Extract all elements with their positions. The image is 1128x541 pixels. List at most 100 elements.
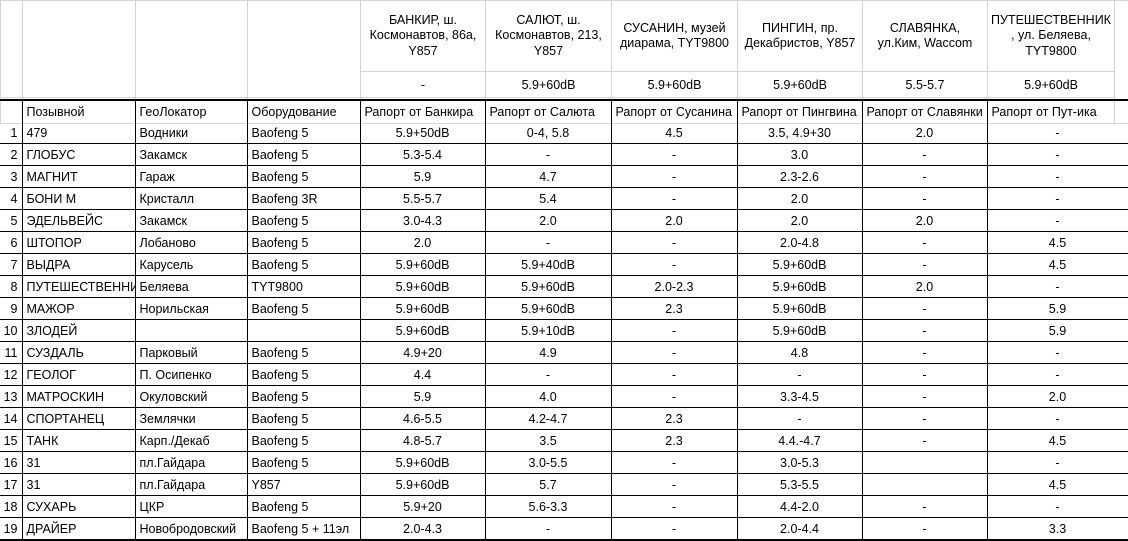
cell-callsign[interactable]: ГЕОЛОГ [22, 364, 135, 386]
cell-report-bankir[interactable]: 4.4 [360, 364, 485, 386]
cell-report-pingvin[interactable]: 5.9+60dB [737, 254, 862, 276]
cell-callsign[interactable]: МАЖОР [22, 298, 135, 320]
cell-report-pingvin[interactable]: 3.0-5.3 [737, 452, 862, 474]
cell-report-slavyanka[interactable]: 2.0 [862, 210, 987, 232]
cell-report-slavyanka[interactable]: - [862, 342, 987, 364]
cell-equipment[interactable]: Baofeng 5 [247, 496, 360, 518]
cell-report-slavyanka[interactable]: - [862, 298, 987, 320]
cell-report-bankir[interactable]: 2.0 [360, 232, 485, 254]
cell-geolocator[interactable]: Карп./Декаб [135, 430, 247, 452]
cell-report-salut[interactable]: 5.9+60dB [485, 276, 611, 298]
cell-equipment[interactable]: Baofeng 5 [247, 364, 360, 386]
cell-callsign[interactable]: ШТОПОР [22, 232, 135, 254]
column-header-report-pingvin[interactable]: Рапорт от Пингвина [737, 100, 862, 122]
cell-report-pingvin[interactable]: 2.0 [737, 188, 862, 210]
cell-report-slavyanka[interactable]: - [862, 496, 987, 518]
cell-callsign[interactable]: ТАНК [22, 430, 135, 452]
column-header-report-slavyanka[interactable]: Рапорт от Славянки [862, 100, 987, 122]
cell-report-slavyanka[interactable]: - [862, 144, 987, 166]
cell-report-pingvin[interactable]: 4.4-2.0 [737, 496, 862, 518]
cell-report-pingvin[interactable]: 2.0-4.4 [737, 518, 862, 541]
cell-report-pingvin[interactable]: 4.8 [737, 342, 862, 364]
cell-report-slavyanka[interactable]: - [862, 232, 987, 254]
cell-equipment[interactable]: Baofeng 5 [247, 408, 360, 430]
cell-report-slavyanka[interactable]: - [862, 188, 987, 210]
cell-report-salut[interactable]: 2.0 [485, 210, 611, 232]
cell-report-putika[interactable]: - [987, 496, 1128, 518]
cell-report-putika[interactable]: - [987, 342, 1128, 364]
cell-report-susanin[interactable]: - [611, 342, 737, 364]
cell-report-salut[interactable]: 4.7 [485, 166, 611, 188]
cell-report-susanin[interactable]: 4.5 [611, 122, 737, 144]
cell-equipment[interactable]: Baofeng 5 + 11эл [247, 518, 360, 541]
cell-geolocator[interactable]: пл.Гайдара [135, 474, 247, 496]
cell-callsign[interactable]: СУХАРЬ [22, 496, 135, 518]
cell-report-pingvin[interactable]: 2.0 [737, 210, 862, 232]
cell-report-pingvin[interactable]: 3.5, 4.9+30 [737, 122, 862, 144]
cell-report-putika[interactable]: 4.5 [987, 232, 1128, 254]
cell-report-salut[interactable]: 4.2-4.7 [485, 408, 611, 430]
cell-report-bankir[interactable]: 5.9+60dB [360, 452, 485, 474]
cell-report-pingvin[interactable]: 5.9+60dB [737, 276, 862, 298]
cell-geolocator[interactable]: П. Осипенко [135, 364, 247, 386]
cell-equipment[interactable]: Y857 [247, 474, 360, 496]
cell-callsign[interactable]: ДРАЙЕР [22, 518, 135, 541]
cell-callsign[interactable]: ГЛОБУС [22, 144, 135, 166]
cell-report-putika[interactable]: 4.5 [987, 430, 1128, 452]
cell-report-putika[interactable]: - [987, 364, 1128, 386]
cell-report-putika[interactable]: 5.9 [987, 298, 1128, 320]
cell-report-pingvin[interactable]: 2.3-2.6 [737, 166, 862, 188]
cell-report-bankir[interactable]: 2.0-4.3 [360, 518, 485, 541]
column-header-report-susanin[interactable]: Рапорт от Сусанина [611, 100, 737, 122]
cell-callsign[interactable]: ЭДЕЛЬВЕЙС [22, 210, 135, 232]
cell-report-putika[interactable]: - [987, 408, 1128, 430]
cell-report-bankir[interactable]: 5.5-5.7 [360, 188, 485, 210]
cell-equipment[interactable]: Baofeng 5 [247, 452, 360, 474]
cell-callsign[interactable]: ЗЛОДЕЙ [22, 320, 135, 342]
cell-geolocator[interactable]: Беляева [135, 276, 247, 298]
cell-report-susanin[interactable]: 2.3 [611, 430, 737, 452]
cell-geolocator[interactable]: Закамск [135, 210, 247, 232]
cell-callsign[interactable]: 31 [22, 474, 135, 496]
cell-report-putika[interactable]: - [987, 276, 1128, 298]
cell-equipment[interactable] [247, 320, 360, 342]
cell-report-salut[interactable]: 5.9+10dB [485, 320, 611, 342]
cell-report-slavyanka[interactable] [862, 474, 987, 496]
cell-report-susanin[interactable]: 2.0-2.3 [611, 276, 737, 298]
cell-report-susanin[interactable]: - [611, 496, 737, 518]
cell-callsign[interactable]: 31 [22, 452, 135, 474]
cell-report-susanin[interactable]: - [611, 452, 737, 474]
cell-report-bankir[interactable]: 5.9+60dB [360, 474, 485, 496]
cell-report-salut[interactable]: 5.9+40dB [485, 254, 611, 276]
cell-report-pingvin[interactable]: 3.3-4.5 [737, 386, 862, 408]
cell-report-bankir[interactable]: 5.9+60dB [360, 298, 485, 320]
cell-equipment[interactable]: Baofeng 5 [247, 122, 360, 144]
cell-report-slavyanka[interactable]: - [862, 254, 987, 276]
cell-report-putika[interactable]: 2.0 [987, 386, 1128, 408]
cell-report-slavyanka[interactable]: - [862, 166, 987, 188]
cell-report-bankir[interactable]: 5.9+50dB [360, 122, 485, 144]
cell-equipment[interactable]: Baofeng 5 [247, 210, 360, 232]
cell-report-slavyanka[interactable]: - [862, 386, 987, 408]
cell-callsign[interactable]: СУЗДАЛЬ [22, 342, 135, 364]
cell-report-putika[interactable]: - [987, 166, 1128, 188]
cell-report-putika[interactable]: - [987, 210, 1128, 232]
cell-report-salut[interactable]: - [485, 364, 611, 386]
cell-report-bankir[interactable]: 5.9+20 [360, 496, 485, 518]
cell-callsign[interactable]: ВЫДРА [22, 254, 135, 276]
cell-report-bankir[interactable]: 5.9 [360, 166, 485, 188]
cell-report-pingvin[interactable]: 2.0-4.8 [737, 232, 862, 254]
cell-geolocator[interactable]: Закамск [135, 144, 247, 166]
cell-equipment[interactable]: Baofeng 5 [247, 298, 360, 320]
cell-report-salut[interactable]: 5.7 [485, 474, 611, 496]
cell-report-susanin[interactable]: 2.3 [611, 298, 737, 320]
cell-equipment[interactable]: Baofeng 5 [247, 232, 360, 254]
cell-geolocator[interactable]: Парковый [135, 342, 247, 364]
cell-report-slavyanka[interactable]: 2.0 [862, 276, 987, 298]
column-header-equipment[interactable]: Оборудование [247, 100, 360, 122]
cell-report-susanin[interactable]: - [611, 364, 737, 386]
cell-report-bankir[interactable]: 5.3-5.4 [360, 144, 485, 166]
cell-geolocator[interactable]: Кристалл [135, 188, 247, 210]
cell-geolocator[interactable]: Окуловский [135, 386, 247, 408]
cell-report-bankir[interactable]: 5.9 [360, 386, 485, 408]
